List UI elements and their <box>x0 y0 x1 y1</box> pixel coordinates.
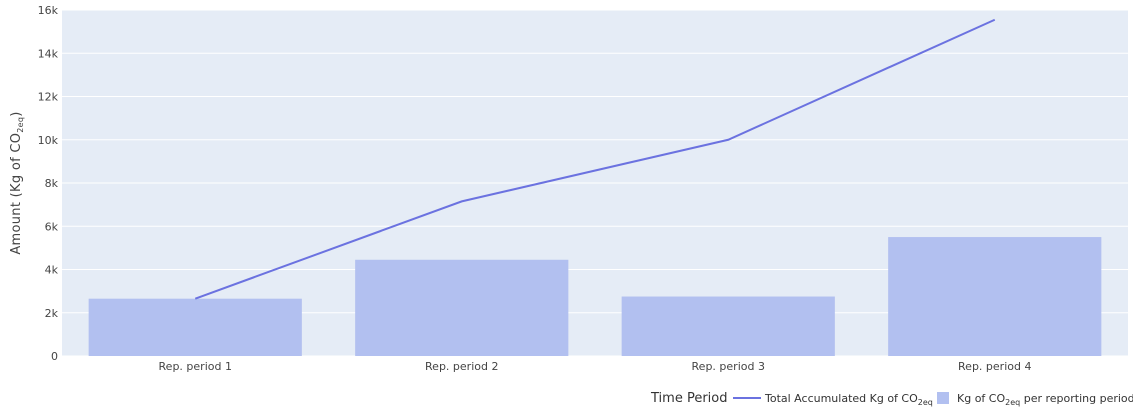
y-axis-label: Amount (Kg of CO2eq) <box>9 111 25 254</box>
bar <box>355 259 569 356</box>
legend-title: Time Period <box>650 391 727 406</box>
y-tick-label: 6k <box>45 220 59 233</box>
y-tick-label: 12k <box>38 91 59 104</box>
y-tick-label: 10k <box>38 134 59 147</box>
bar <box>88 298 302 356</box>
y-tick-label: 0 <box>51 350 58 363</box>
bar <box>621 296 835 356</box>
cumulative-line <box>194 18 996 300</box>
x-tick-label: Rep. period 3 <box>692 360 765 373</box>
y-tick-label: 8k <box>45 177 59 190</box>
y-tick-label: 16k <box>38 4 59 17</box>
y-tick-label: 14k <box>38 47 59 60</box>
legend-bar-swatch <box>937 392 949 404</box>
y-tick-label: 2k <box>45 307 59 320</box>
legend-bar-label: Kg of CO2eq per reporting period <box>957 392 1133 407</box>
legend-line-label: Total Accumulated Kg of CO2eq <box>764 392 933 407</box>
x-tick-label: Rep. period 4 <box>958 360 1031 373</box>
bar <box>888 237 1102 356</box>
x-tick-label: Rep. period 1 <box>159 360 232 373</box>
x-tick-label: Rep. period 2 <box>425 360 498 373</box>
y-tick-label: 4k <box>45 264 59 277</box>
